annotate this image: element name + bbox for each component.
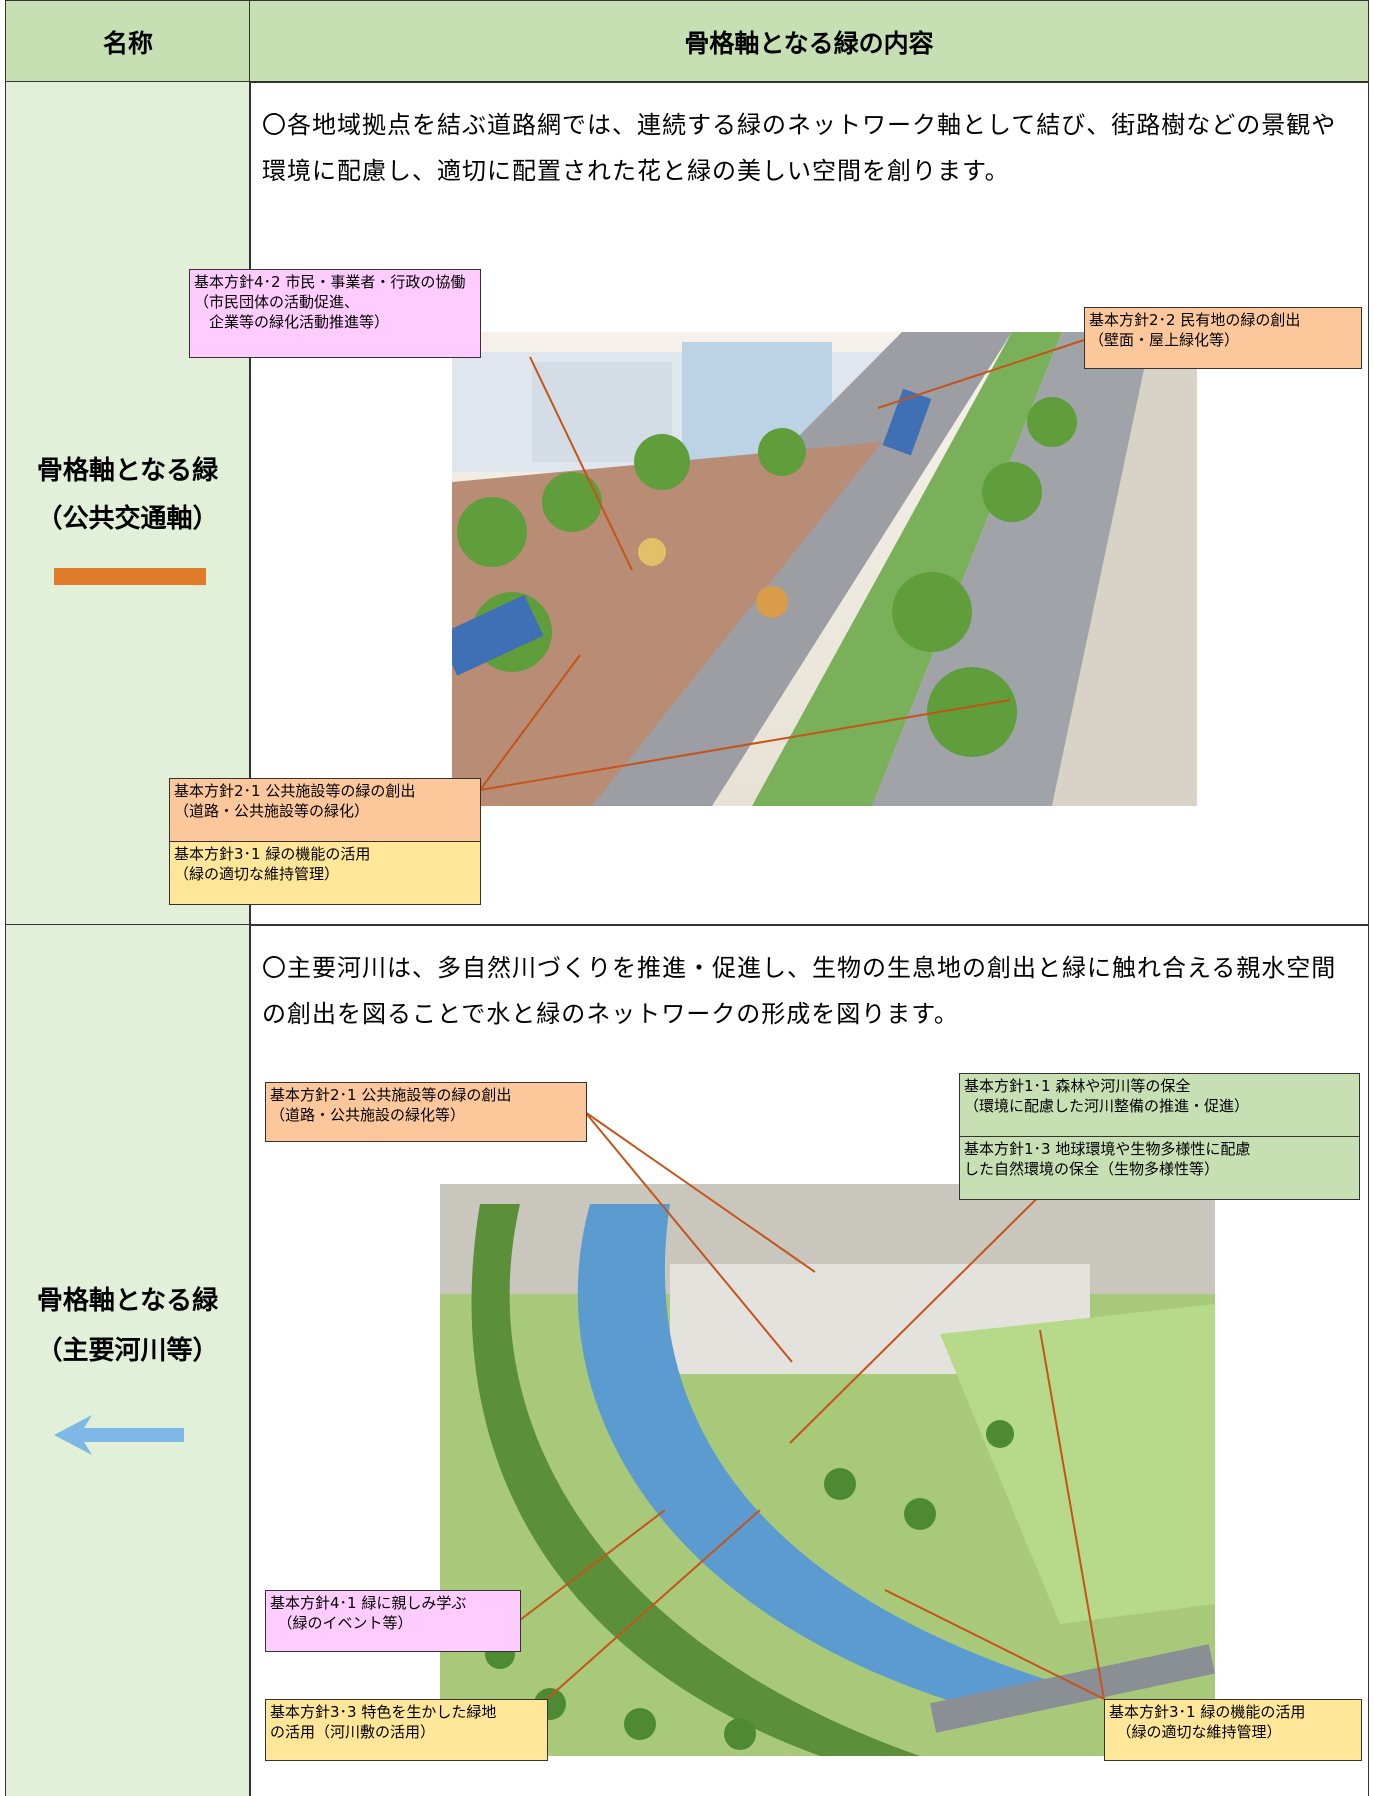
policy-label: 基本方針3･1 緑の機能の活用 （緑の適切な維持管理） — [169, 841, 481, 905]
orange-legend-bar — [54, 568, 206, 585]
row-name: 骨格軸となる緑 — [36, 456, 219, 486]
policy-label: 基本方針4･2 市民・事業者・行政の協働 （市民団体の活動促進、 企業等の緑化活動… — [189, 269, 481, 358]
policy-label: 基本方針1･1 森林や河川等の保全 （環境に配慮した河川整備の推進・促進） — [959, 1073, 1360, 1137]
label-line: （市民団体の活動促進、 — [194, 293, 360, 311]
policy-label: 基本方針4･1 緑に親しみ学ぶ （緑のイベント等） — [265, 1590, 521, 1652]
policy-label: 基本方針2･1 公共施設等の緑の創出 （道路・公共施設等の緑化） — [169, 778, 481, 842]
label-line: （壁面・屋上緑化等） — [1089, 331, 1240, 349]
label-line: （緑の適切な維持管理） — [174, 865, 340, 883]
policy-label: 基本方針2･1 公共施設等の緑の創出 （道路・公共施設の緑化等） — [265, 1082, 587, 1142]
label-line: 基本方針4･2 市民・事業者・行政の協働 — [194, 273, 466, 291]
description: 〇主要河川は、多自然川づくりを推進・促進し、生物の生息地の創出と緑に触れ合える親… — [262, 945, 1357, 1037]
label-line: 基本方針1･1 森林や河川等の保全 — [964, 1077, 1191, 1095]
blue-legend-arrow — [54, 1415, 184, 1455]
label-line: 基本方針4･1 緑に親しみ学ぶ — [270, 1594, 467, 1612]
header-content: 骨格軸となる緑の内容 — [249, 0, 1369, 83]
label-line: （環境に配慮した河川整備の推進・促進） — [964, 1097, 1250, 1115]
label-line: （緑の適切な維持管理） — [1109, 1723, 1282, 1741]
row-name: （主要河川等） — [36, 1336, 219, 1366]
row-name: （公共交通軸） — [36, 504, 219, 534]
label-line: （道路・公共施設の緑化等） — [270, 1106, 466, 1124]
label-line: 基本方針2･1 公共施設等の緑の創出 — [270, 1086, 512, 1104]
row-name: 骨格軸となる緑 — [36, 1286, 219, 1316]
label-line: 基本方針2･2 民有地の緑の創出 — [1089, 311, 1301, 329]
policy-label: 基本方針1･3 地球環境や生物多様性に配慮 した自然環境の保全（生物多様性等） — [959, 1136, 1360, 1200]
description-text: 〇各地域拠点を結ぶ道路網では、連続する緑のネットワーク軸として結び、街路樹などの… — [262, 111, 1337, 185]
label-line: 基本方針1･3 地球環境や生物多様性に配慮 — [964, 1140, 1251, 1158]
header-name: 名称 — [5, 0, 251, 83]
river-illustration — [440, 1184, 1215, 1756]
label-line: 基本方針2･1 公共施設等の緑の創出 — [174, 782, 416, 800]
label-line: の活用（河川敷の活用） — [270, 1723, 436, 1741]
label-line: （道路・公共施設等の緑化） — [174, 802, 370, 820]
row-content-cell — [249, 924, 1369, 1796]
label-line: 基本方針3･1 緑の機能の活用 — [174, 845, 371, 863]
description-text: 〇主要河川は、多自然川づくりを推進・促進し、生物の生息地の創出と緑に触れ合える親… — [262, 954, 1337, 1028]
policy-label: 基本方針2･2 民有地の緑の創出 （壁面・屋上緑化等） — [1084, 307, 1362, 369]
label-line: した自然環境の保全（生物多様性等） — [964, 1160, 1220, 1178]
row-name-cell — [5, 924, 251, 1796]
row-content-cell — [249, 81, 1369, 926]
label-line: （緑のイベント等） — [270, 1614, 413, 1632]
label-line: 基本方針3･1 緑の機能の活用 — [1109, 1703, 1306, 1721]
label-line: 基本方針3･3 特色を生かした緑地 — [270, 1703, 497, 1721]
policy-label: 基本方針3･1 緑の機能の活用 （緑の適切な維持管理） — [1104, 1699, 1362, 1761]
street-illustration — [452, 332, 1197, 806]
policy-label: 基本方針3･3 特色を生かした緑地 の活用（河川敷の活用） — [265, 1699, 548, 1761]
description: 〇各地域拠点を結ぶ道路網では、連続する緑のネットワーク軸として結び、街路樹などの… — [262, 102, 1357, 194]
label-line: 企業等の緑化活動推進等） — [194, 313, 390, 331]
